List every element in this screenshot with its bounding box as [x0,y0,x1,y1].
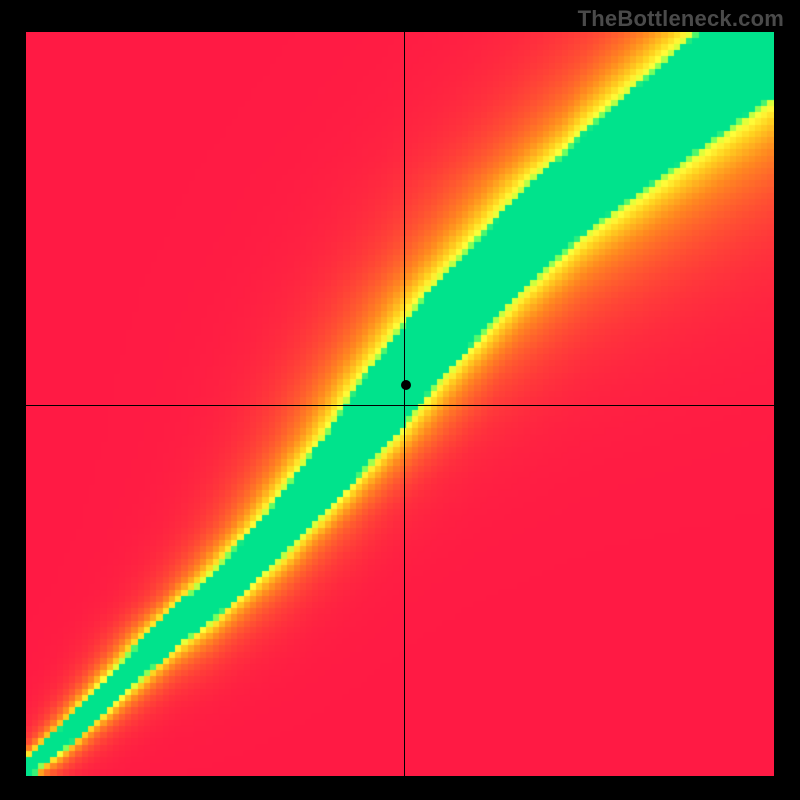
heatmap-canvas [26,32,774,776]
chart-container: TheBottleneck.com [0,0,800,800]
watermark-text: TheBottleneck.com [578,6,784,32]
crosshair-vertical [404,32,405,776]
marker-dot [401,380,411,390]
crosshair-horizontal [26,405,774,406]
